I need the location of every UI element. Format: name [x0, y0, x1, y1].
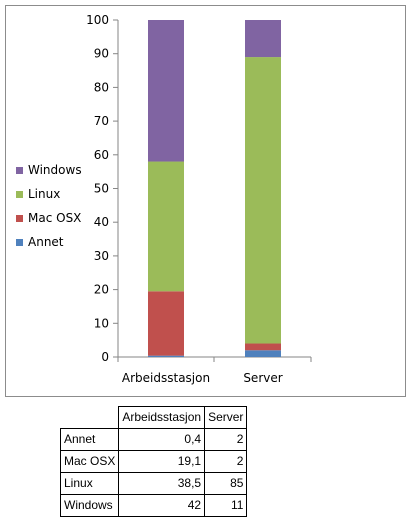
table-row: Windows 42 11: [59, 494, 248, 517]
data-table: Arbeidsstasjon Server Annet 0,4 2 Mac OS…: [59, 406, 248, 517]
legend-swatch-mac-osx: [16, 214, 23, 222]
legend: Windows Linux Mac OSX Annet: [16, 158, 82, 254]
table-cell: 42: [118, 494, 206, 517]
legend-item-windows: Windows: [16, 158, 82, 182]
bar-segment-linux: [148, 161, 184, 292]
bar-segment-windows: [148, 20, 184, 162]
table-header-arbeidsstasjon: Arbeidsstasjon: [118, 406, 206, 429]
y-tick-label: 90: [94, 47, 109, 61]
table-cell: 38,5: [118, 472, 206, 495]
table-row: Linux 38,5 85: [59, 472, 248, 495]
legend-label-linux: Linux: [28, 187, 61, 201]
y-tick-label: 50: [94, 182, 109, 196]
legend-swatch-linux: [16, 190, 23, 198]
table-row-label: Linux: [59, 472, 119, 495]
table-cell: 0,4: [118, 428, 206, 451]
y-tick-label: 20: [94, 283, 109, 297]
legend-item-linux: Linux: [16, 182, 82, 206]
table-cell: 85: [204, 472, 248, 495]
y-tick-label: 60: [94, 148, 109, 162]
y-tick-label: 0: [101, 350, 109, 364]
y-tick-label: 30: [94, 249, 109, 263]
legend-swatch-annet: [16, 238, 23, 246]
y-tick-label: 80: [94, 80, 109, 94]
table-row-label: Annet: [59, 428, 119, 451]
y-tick-label: 40: [94, 215, 109, 229]
legend-swatch-windows: [16, 166, 23, 174]
bar-segment-annet: [245, 350, 281, 357]
y-tick-label: 100: [86, 13, 109, 27]
table-cell: 19,1: [118, 450, 206, 473]
legend-label-mac-osx: Mac OSX: [28, 211, 82, 225]
legend-label-windows: Windows: [28, 163, 82, 177]
table-cell: 2: [204, 450, 248, 473]
table-header-row: Arbeidsstasjon Server: [60, 406, 248, 429]
legend-item-annet: Annet: [16, 230, 82, 254]
table-cell: 2: [204, 428, 248, 451]
bar-segment-mac-osx: [148, 291, 184, 356]
table-row-label: Mac OSX: [59, 450, 119, 473]
table-row: Annet 0,4 2: [59, 428, 248, 451]
bar-segment-windows: [245, 20, 281, 58]
legend-item-mac-osx: Mac OSX: [16, 206, 82, 230]
x-tick-label: Arbeidsstasjon: [122, 371, 210, 385]
table-corner-cell: [60, 406, 120, 429]
bar-segment-annet: [148, 355, 184, 357]
table-row: Mac OSX 19,1 2: [59, 450, 248, 473]
table-row-label: Windows: [59, 494, 119, 517]
chart-area: 0 10 20 30 40 50 60 70 80 90 100 Arbeidsstasjon Serv…: [5, 5, 406, 397]
y-tick-label: 70: [94, 114, 109, 128]
x-tick-label: Server: [243, 371, 282, 385]
y-tick-label: 10: [94, 316, 109, 330]
stacked-bar-chart: 0 10 20 30 40 50 60 70 80 90 100 Arbeidsstasjon Serv…: [86, 13, 312, 385]
table-header-server: Server: [204, 406, 248, 429]
bar-segment-linux: [245, 57, 281, 344]
bar-segment-mac-osx: [245, 343, 281, 351]
legend-label-annet: Annet: [28, 235, 64, 249]
table-cell: 11: [204, 494, 248, 517]
